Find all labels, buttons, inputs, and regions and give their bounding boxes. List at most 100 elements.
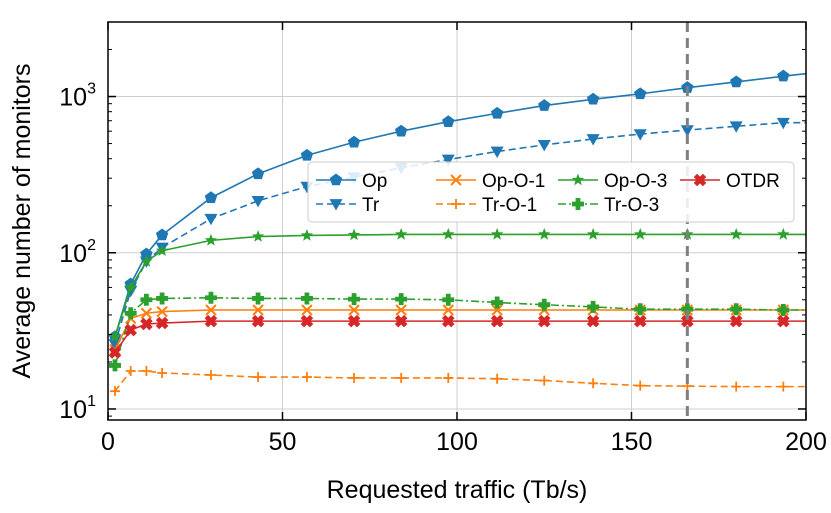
- data-point: [441, 314, 455, 328]
- legend-label: Op-O-3: [604, 171, 667, 192]
- data-point: [124, 307, 137, 320]
- data-point: [680, 125, 694, 137]
- data-point: [634, 87, 647, 100]
- data-point: [586, 134, 600, 146]
- data-point: [538, 227, 551, 240]
- data-point: [587, 300, 600, 313]
- data-point: [252, 304, 264, 316]
- data-point: [490, 314, 504, 328]
- data-point: [538, 99, 551, 111]
- y-tick-label: 103: [59, 81, 96, 112]
- data-point: [124, 286, 138, 298]
- data-point: [204, 291, 217, 304]
- data-point: [491, 296, 504, 309]
- data-point: [205, 304, 217, 316]
- data-point: [157, 367, 168, 378]
- data-point: [108, 330, 122, 342]
- series-op: [108, 69, 806, 342]
- series-layer: [108, 69, 806, 397]
- x-tick-label: 0: [101, 428, 115, 456]
- data-point: [588, 378, 599, 389]
- legend-item-op: Op: [316, 171, 387, 192]
- data-point: [634, 303, 647, 316]
- data-point: [349, 372, 360, 383]
- legend-marker: [329, 199, 343, 211]
- legend-item-tr-o-1: Tr-O-1: [436, 195, 537, 216]
- y-axis: 101 102 103: [59, 21, 806, 424]
- data-point: [537, 314, 551, 328]
- legend-label: OTDR: [726, 171, 780, 192]
- data-point: [140, 317, 153, 331]
- data-point: [730, 303, 743, 316]
- data-point: [777, 227, 790, 240]
- data-point: [442, 115, 455, 127]
- legend-label: Tr-O-3: [604, 195, 659, 216]
- x-axis: 0 50 100 150 200: [101, 22, 827, 456]
- series-line: [114, 370, 806, 392]
- y-tick-label: 102: [59, 237, 96, 268]
- data-point: [731, 381, 742, 392]
- data-point: [394, 314, 408, 328]
- data-point: [300, 314, 314, 328]
- data-point: [586, 92, 600, 105]
- data-point: [681, 314, 694, 328]
- data-point: [140, 293, 153, 306]
- data-point: [633, 314, 647, 328]
- data-point: [729, 314, 743, 328]
- legend-item-op-o-1: Op-O-1: [436, 171, 545, 192]
- legend-label: Tr: [362, 195, 380, 216]
- series-tr-o-1: [109, 366, 806, 397]
- data-point: [586, 227, 600, 240]
- data-point: [394, 124, 408, 137]
- legend-marker: [329, 173, 343, 186]
- data-point: [778, 381, 789, 392]
- data-point: [395, 304, 407, 316]
- legend-marker: [572, 198, 584, 210]
- data-point: [537, 140, 551, 152]
- data-point: [442, 227, 455, 240]
- legend-box: [307, 161, 795, 223]
- data-point: [204, 213, 218, 226]
- data-point: [730, 227, 743, 240]
- y-axis-title: Average number of monitors: [8, 64, 36, 379]
- data-point: [776, 117, 790, 130]
- data-point: [156, 305, 168, 318]
- data-point: [633, 129, 647, 141]
- data-point: [204, 233, 218, 246]
- y-tick-label: 101: [59, 393, 96, 424]
- data-point: [301, 304, 313, 316]
- data-point: [777, 314, 790, 328]
- series-tr-o-3: [108, 291, 806, 372]
- data-point: [586, 314, 600, 328]
- series-op-o-1: [109, 304, 806, 356]
- data-point: [490, 106, 504, 119]
- data-point: [205, 369, 216, 380]
- data-point: [491, 304, 503, 316]
- x-tick-label: 150: [611, 428, 653, 456]
- data-point: [252, 292, 265, 305]
- data-point: [156, 292, 169, 305]
- data-point: [538, 298, 551, 311]
- data-point: [155, 228, 169, 241]
- data-point: [140, 307, 153, 319]
- data-point: [394, 227, 408, 240]
- data-point: [347, 228, 361, 241]
- data-point: [347, 135, 361, 148]
- data-point: [441, 154, 455, 167]
- series-line: [114, 320, 806, 353]
- data-point: [777, 304, 790, 317]
- data-point: [155, 244, 169, 257]
- series-line: [114, 121, 806, 345]
- data-point: [300, 292, 313, 305]
- data-point: [251, 195, 265, 208]
- data-point: [253, 372, 264, 383]
- data-point: [396, 372, 407, 383]
- data-point: [140, 247, 153, 260]
- x-tick-label: 200: [785, 428, 827, 456]
- data-point: [539, 375, 550, 386]
- legend-label: Op-O-1: [482, 171, 545, 192]
- data-point: [301, 372, 312, 383]
- legend-item-otdr: OTDR: [680, 171, 780, 192]
- legend-marker: [450, 174, 462, 186]
